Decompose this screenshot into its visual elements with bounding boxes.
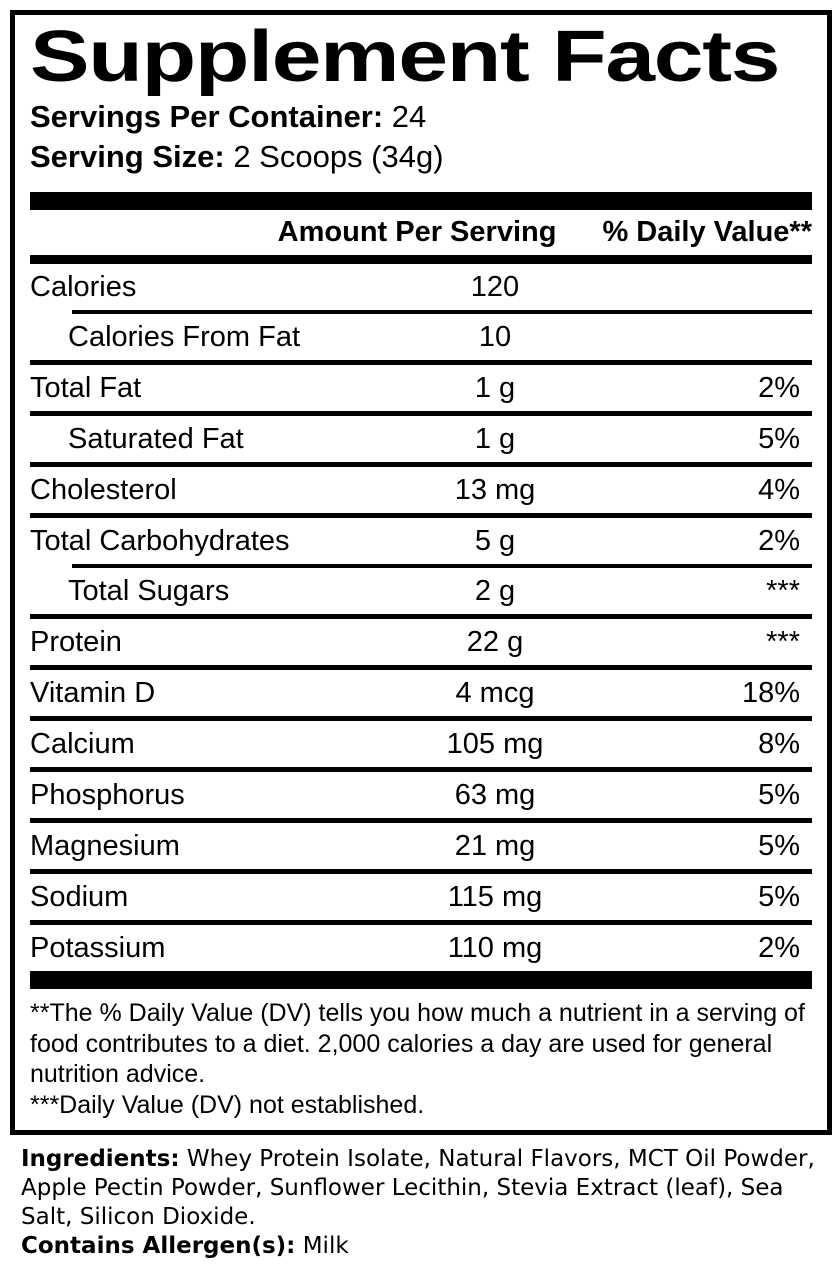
nutrient-daily-value: 2%	[758, 524, 800, 557]
nutrient-name: Calcium	[30, 727, 135, 760]
serving-size-value: 2 Scoops (34g)	[233, 138, 444, 174]
table-row: Saturated Fat 1 g 5%	[30, 416, 812, 462]
ingredients-line: Ingredients: Whey Protein Isolate, Natur…	[21, 1145, 825, 1231]
table-row: Total Carbohydrates 5 g 2%	[30, 518, 812, 564]
not-established-footnote: ***Daily Value (DV) not established.	[30, 1090, 425, 1119]
nutrient-name: Phosphorus	[30, 778, 185, 811]
nutrient-amount: 110 mg	[447, 931, 543, 964]
nutrient-daily-value: 2%	[758, 931, 800, 964]
supplement-label: Supplement Facts Servings Per Container:…	[0, 10, 839, 1279]
supplement-facts-panel: Supplement Facts Servings Per Container:…	[10, 10, 832, 1136]
table-row: Sodium 115 mg 5%	[30, 874, 812, 920]
nutrient-daily-value: 8%	[758, 727, 800, 760]
table-row: Calcium 105 mg 8%	[30, 721, 812, 767]
allergens-label: Contains Allergen(s):	[21, 1232, 296, 1259]
nutrient-amount: 120	[470, 270, 520, 303]
table-row: Magnesium 21 mg 5%	[30, 823, 812, 869]
nutrient-name: Calories From Fat	[68, 320, 301, 353]
nutrient-name: Saturated Fat	[68, 422, 244, 455]
nutrient-amount: 1 g	[474, 422, 516, 455]
table-row: Potassium 110 mg 2%	[30, 925, 812, 971]
nutrient-amount: 1 g	[474, 371, 516, 404]
table-row: Phosphorus 63 mg 5%	[30, 772, 812, 818]
serving-size-label: Serving Size:	[30, 138, 225, 174]
table-row: Vitamin D 4 mcg 18%	[30, 670, 812, 716]
row-divider	[72, 564, 812, 569]
row-divider	[30, 818, 812, 824]
nutrient-amount: 105 mg	[446, 727, 544, 760]
row-divider	[30, 869, 812, 875]
row-divider	[30, 716, 812, 722]
ingredients-section: Ingredients: Whey Protein Isolate, Natur…	[0, 1145, 839, 1260]
nutrient-daily-value: ***	[766, 625, 800, 658]
nutrient-daily-value: 4%	[758, 473, 800, 506]
nutrient-amount: 10	[478, 320, 512, 353]
table-row: Protein 22 g ***	[30, 619, 812, 665]
nutrient-name: Total Carbohydrates	[30, 524, 290, 557]
nutrient-name: Potassium	[30, 931, 166, 964]
nutrient-name: Magnesium	[30, 829, 180, 862]
servings-per-container-value: 24	[391, 99, 427, 134]
table-row: Calories 120	[30, 264, 812, 310]
separator-bar-bottom	[30, 971, 812, 990]
nutrient-name: Total Fat	[30, 371, 142, 404]
footnotes: **The % Daily Value (DV) tells you how m…	[30, 989, 812, 1120]
nutrient-amount: 13 mg	[454, 473, 536, 506]
row-divider	[30, 360, 812, 366]
ingredients-label: Ingredients:	[21, 1146, 180, 1173]
row-divider	[30, 462, 812, 468]
nutrient-daily-value: 2%	[758, 371, 800, 404]
allergens-value: Milk	[302, 1232, 349, 1259]
nutrient-name: Cholesterol	[30, 473, 177, 506]
nutrient-name: Protein	[30, 625, 122, 658]
nutrient-daily-value: ***	[766, 574, 800, 607]
table-row: Total Sugars 2 g ***	[30, 568, 812, 614]
serving-size: Serving Size: 2 Scoops (34g)	[30, 137, 812, 177]
row-divider	[30, 665, 812, 671]
daily-value-footnote: **The % Daily Value (DV) tells you how m…	[30, 999, 805, 1089]
nutrient-amount: 21 mg	[454, 829, 536, 862]
allergens-line: Contains Allergen(s): Milk	[21, 1232, 825, 1261]
nutrient-daily-value: 5%	[758, 880, 800, 913]
nutrient-daily-value: 5%	[758, 829, 800, 862]
nutrient-amount: 22 g	[466, 625, 524, 658]
nutrient-daily-value: 5%	[758, 422, 800, 455]
separator-bar-top	[30, 192, 812, 211]
nutrient-amount: 4 mcg	[455, 676, 535, 709]
servings-per-container: Servings Per Container: 24	[30, 97, 812, 137]
ingredients-value: Whey Protein Isolate, Natural Flavors, M…	[21, 1146, 815, 1230]
nutrient-amount: 2 g	[474, 574, 516, 607]
nutrient-name: Sodium	[30, 880, 129, 913]
nutrient-amount: 115 mg	[447, 880, 543, 913]
nutrient-daily-value: 5%	[758, 778, 800, 811]
row-divider	[72, 310, 812, 315]
table-header-row: Amount Per Serving % Daily Value**	[30, 210, 812, 255]
row-divider	[30, 767, 812, 773]
row-divider	[30, 614, 812, 620]
row-divider	[30, 513, 812, 519]
nutrient-amount: 5 g	[474, 524, 516, 557]
table-row: Calories From Fat 10	[30, 314, 812, 360]
amount-per-serving-header: Amount Per Serving	[277, 216, 557, 249]
row-divider	[30, 411, 812, 417]
nutrient-daily-value: 18%	[741, 676, 800, 709]
nutrient-amount: 63 mg	[454, 778, 536, 811]
table-row: Cholesterol 13 mg 4%	[30, 467, 812, 513]
nutrient-name: Calories	[30, 270, 137, 303]
row-divider	[30, 920, 812, 926]
servings-per-container-label: Servings Per Container:	[30, 99, 384, 134]
page-title: Supplement Facts	[30, 17, 780, 97]
daily-value-header: % Daily Value**	[602, 216, 812, 249]
nutrient-name: Total Sugars	[68, 574, 230, 607]
nutrient-name: Vitamin D	[30, 676, 156, 709]
table-row: Total Fat 1 g 2%	[30, 365, 812, 411]
separator-bar-header	[30, 255, 812, 265]
